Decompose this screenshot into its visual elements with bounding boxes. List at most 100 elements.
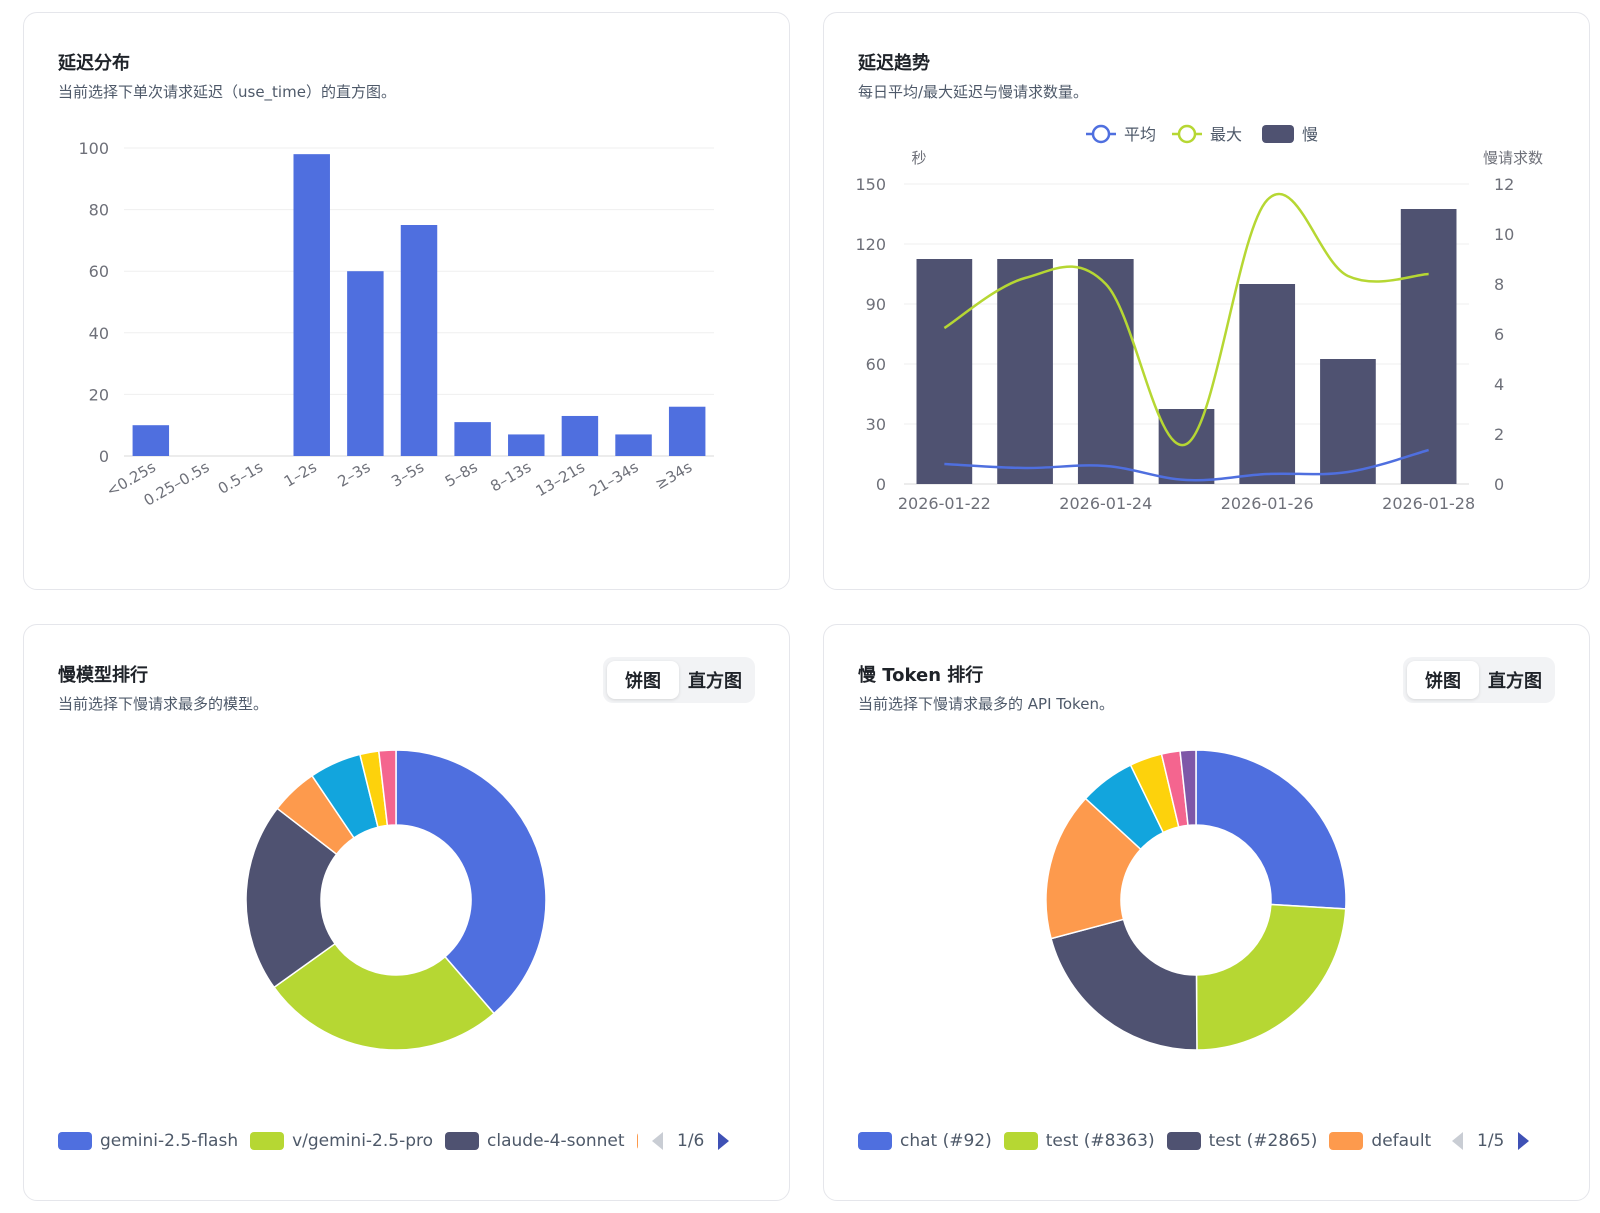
right-y-tick-label: 10 xyxy=(1494,225,1514,244)
histogram-bar xyxy=(615,434,652,456)
x-tick-label: 2–3s xyxy=(335,458,374,491)
x-tick-label: 2026-01-22 xyxy=(898,494,991,513)
legend-items: gemini-2.5-flash v/gemini-2.5-pro claude-4… xyxy=(58,1131,638,1151)
card-subtitle: 当前选择下慢请求最多的 API Token。 xyxy=(858,695,1114,713)
card-title: 延迟分布 xyxy=(58,53,130,74)
card-subtitle: 当前选择下慢请求最多的模型。 xyxy=(58,695,269,713)
legend-pager: 1/6 xyxy=(652,1131,730,1151)
histogram-bar xyxy=(454,422,491,456)
right-y-tick-label: 2 xyxy=(1494,425,1504,444)
legend-label: gemini-2.5-flash xyxy=(100,1131,239,1151)
slow-token-donut-chart xyxy=(1045,749,1347,1051)
legend-items: chat (#92) test (#8363) test (#2865) defaul… xyxy=(858,1131,1438,1151)
x-tick-label: 8–13s xyxy=(487,458,534,496)
legend-next-icon[interactable] xyxy=(718,1132,730,1150)
x-tick-label: ≥34s xyxy=(652,458,695,493)
legend-circle-icon xyxy=(1177,124,1197,144)
y-tick-label: 40 xyxy=(89,324,109,343)
legend-item[interactable]: chat (#92) xyxy=(858,1131,992,1151)
donut-slice xyxy=(1195,903,1347,1051)
left-axis-label: 秒 xyxy=(911,149,926,167)
left-y-tick-label: 0 xyxy=(876,475,886,494)
legend-label: default (auto) (#3 xyxy=(1371,1131,1438,1151)
max-latency-line xyxy=(943,192,1429,447)
donut-slice xyxy=(1179,749,1197,827)
y-tick-label: 20 xyxy=(89,385,109,404)
average-latency-line xyxy=(944,448,1429,482)
x-tick-label: 2026-01-26 xyxy=(1221,494,1314,513)
x-tick-label: 2026-01-24 xyxy=(1059,494,1152,513)
legend-swatch xyxy=(858,1132,892,1150)
legend-prev-icon[interactable] xyxy=(652,1132,663,1150)
slow-count-bar xyxy=(1320,359,1376,484)
legend-item[interactable]: 2. xyxy=(636,1131,638,1151)
legend-prev-icon[interactable] xyxy=(1452,1132,1463,1150)
legend-item[interactable]: v/gemini-2.5-pro xyxy=(250,1131,433,1151)
legend-swatch xyxy=(445,1132,480,1150)
legend-label: v/gemini-2.5-pro xyxy=(292,1131,434,1151)
legend-item[interactable]: test (#8363) xyxy=(1003,1131,1155,1151)
y-tick-label: 100 xyxy=(78,139,109,158)
legend-item[interactable]: test (#2865) xyxy=(1166,1131,1318,1151)
donut-slice xyxy=(377,749,397,827)
slow-count-bar xyxy=(997,259,1053,484)
legend-swatch xyxy=(58,1132,92,1150)
pie-legend: gemini-2.5-flash v/gemini-2.5-pro claude-4… xyxy=(58,1125,758,1157)
left-y-tick-label: 90 xyxy=(866,295,886,314)
legend-label: test (#2865) xyxy=(1208,1131,1318,1151)
legend-pager: 1/5 xyxy=(1452,1131,1530,1151)
pie-chart-toggle-button[interactable]: 饼图 xyxy=(607,661,679,699)
histogram-bar xyxy=(400,225,438,456)
y-tick-label: 60 xyxy=(89,262,109,281)
donut-slice xyxy=(1050,918,1198,1051)
x-tick-label: 13–21s xyxy=(533,458,588,500)
y-tick-label: 0 xyxy=(99,447,109,466)
legend-label: 最大 xyxy=(1210,125,1242,144)
legend-swatch xyxy=(636,1132,638,1150)
x-tick-label: 2026-01-28 xyxy=(1382,494,1475,513)
legend-label: 慢 xyxy=(1302,125,1318,144)
x-tick-label: 3–5s xyxy=(388,458,427,491)
legend-swatch xyxy=(1329,1132,1364,1150)
legend-swatch xyxy=(1003,1132,1038,1150)
legend-item[interactable]: claude-4-sonnet xyxy=(445,1131,625,1151)
slow-count-bar xyxy=(1158,409,1215,484)
left-y-tick-label: 150 xyxy=(855,175,886,194)
donut-slice xyxy=(395,749,547,1015)
histogram-bar xyxy=(561,415,599,456)
legend-circle-icon xyxy=(1091,124,1111,144)
x-tick-label: 21–34s xyxy=(586,458,641,500)
histogram-bar xyxy=(293,154,330,456)
left-y-tick-label: 30 xyxy=(866,415,886,434)
right-y-tick-label: 0 xyxy=(1494,475,1504,494)
latency-trend-chart: 0 30 60 90 120 150 0 2 4 6 8 10 12 秒 慢请求数 2026-01-22 202… xyxy=(855,124,1543,513)
card-title: 慢 Token 排行 xyxy=(858,665,984,686)
slow-count-bar xyxy=(1400,209,1457,484)
right-y-tick-label: 8 xyxy=(1494,275,1504,294)
donut-slice xyxy=(1195,749,1347,910)
legend-next-icon[interactable] xyxy=(1518,1132,1530,1150)
x-tick-label: 0.5–1s xyxy=(215,458,266,498)
legend-label: chat (#92) xyxy=(900,1131,992,1151)
slow-count-bar xyxy=(1239,284,1296,484)
histogram-bar xyxy=(508,434,545,456)
histogram-toggle-button[interactable]: 直方图 xyxy=(688,671,742,692)
right-y-tick-label: 6 xyxy=(1494,325,1504,344)
legend-label: test (#8363) xyxy=(1045,1131,1155,1151)
right-y-tick-label: 12 xyxy=(1494,175,1514,194)
right-y-tick-label: 4 xyxy=(1494,375,1504,394)
histogram-toggle-button[interactable]: 直方图 xyxy=(1488,671,1542,692)
y-tick-label: 80 xyxy=(89,201,109,220)
chart-type-toggle: 饼图 直方图 xyxy=(1403,657,1555,703)
slow-count-bar xyxy=(1077,259,1134,484)
x-tick-label: 1–2s xyxy=(281,458,320,491)
pie-chart-toggle-button[interactable]: 饼图 xyxy=(1407,661,1479,699)
card-title: 延迟趋势 xyxy=(858,53,930,74)
pie-legend: chat (#92) test (#8363) test (#2865) defaul… xyxy=(858,1125,1558,1157)
legend-swatch xyxy=(250,1132,285,1150)
legend-item[interactable]: default (auto) (#3 xyxy=(1329,1131,1438,1151)
legend-item[interactable]: gemini-2.5-flash xyxy=(58,1131,238,1151)
histogram-bar xyxy=(668,406,706,456)
card-title: 慢模型排行 xyxy=(58,665,148,686)
